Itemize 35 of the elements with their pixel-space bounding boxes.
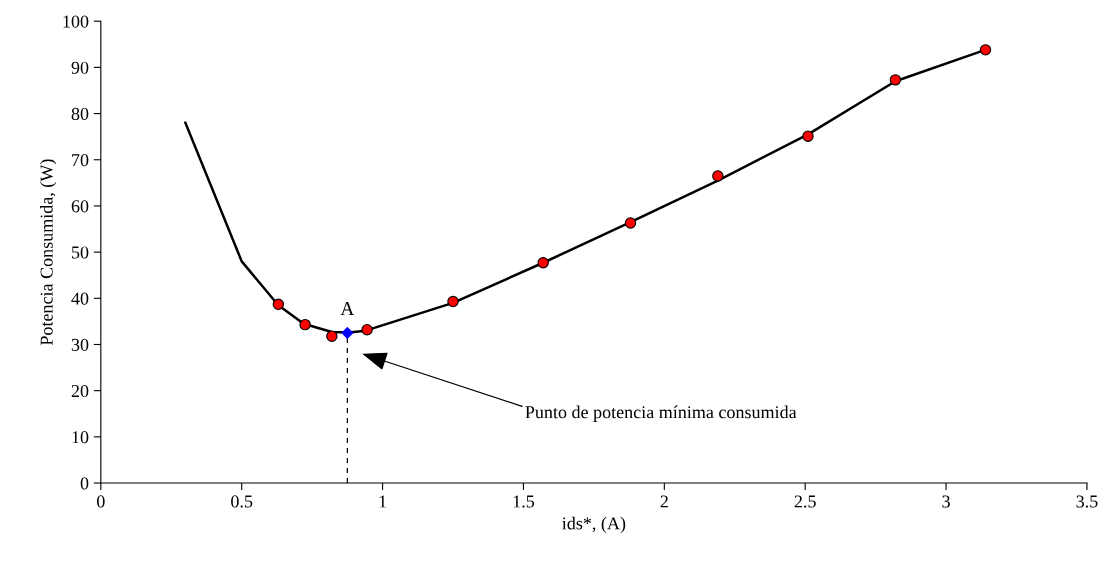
x-tick-label: 1.5 — [513, 495, 535, 508]
y-tick-label: 80 — [71, 107, 89, 121]
point — [624, 217, 637, 229]
point — [272, 298, 285, 311]
point — [802, 130, 814, 142]
x-tick-label: 3 — [942, 495, 950, 508]
y-tick-label: 0 — [80, 477, 89, 490]
y-axis-title: Potencia Consumida, (W) — [40, 159, 57, 346]
point — [341, 327, 354, 339]
x-tick-label: 2.5 — [794, 495, 816, 508]
x-tick-label: 2 — [660, 495, 668, 508]
point — [299, 318, 311, 331]
x-tick-label: 3.5 — [1076, 495, 1098, 508]
annotation: A — [340, 302, 355, 315]
point — [326, 330, 338, 342]
point — [447, 295, 459, 308]
y-tick-label: 90 — [71, 61, 89, 74]
y-tick-label: 100 — [63, 15, 89, 28]
y-tick-label: 10 — [72, 431, 89, 444]
point — [537, 257, 549, 269]
point — [361, 324, 373, 336]
y-tick-label: 40 — [71, 292, 89, 305]
y-tick-label: 60 — [71, 200, 89, 213]
point — [979, 44, 992, 56]
y-tick-label: 70 — [72, 154, 89, 167]
point — [889, 74, 902, 86]
x-axis-title: ids*, (A) — [562, 516, 626, 534]
point — [712, 170, 724, 182]
x-tick-label: 0.5 — [231, 495, 253, 508]
annotation: Punto de potencia mínima consumida — [525, 405, 797, 422]
x-tick-label: 0 — [97, 495, 105, 508]
y-tick-label: 20 — [71, 384, 89, 398]
y-tick-label: 30 — [71, 338, 89, 351]
y-tick-label: 50 — [72, 246, 89, 259]
x-tick-label: 1 — [379, 495, 387, 508]
